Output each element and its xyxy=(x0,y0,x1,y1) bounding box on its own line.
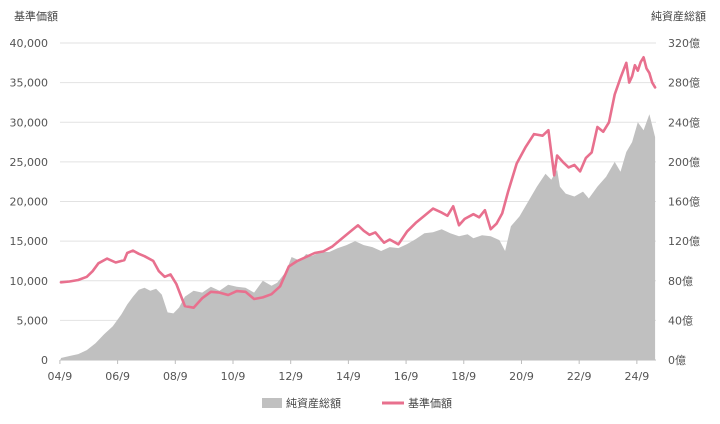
nav-line-layer xyxy=(59,56,657,309)
x-tick-label: 14/9 xyxy=(336,370,361,383)
right-tick-label: 200億 xyxy=(668,156,700,169)
left-axis-ticks: 0 5,000 10,000 15,000 20,000 25,000 30,000 35,0… xyxy=(10,37,49,367)
right-tick-label: 160億 xyxy=(668,196,700,209)
right-tick-label: 120億 xyxy=(668,235,700,248)
left-tick-label: 15,000 xyxy=(10,235,49,248)
left-tick-label: 40,000 xyxy=(10,37,49,50)
left-tick-label: 10,000 xyxy=(10,275,49,288)
left-tick-label: 35,000 xyxy=(10,77,49,90)
right-axis-title: 純資産総額 xyxy=(651,9,706,23)
legend: 純資産総額 基準価額 xyxy=(262,396,452,410)
x-tick-label: 12/9 xyxy=(278,370,303,383)
left-tick-label: 5,000 xyxy=(17,314,49,327)
right-tick-label: 320億 xyxy=(668,37,700,50)
legend-label-net-assets: 純資産総額 xyxy=(286,396,341,410)
left-tick-label: 0 xyxy=(41,354,48,367)
x-tick-label: 08/9 xyxy=(163,370,188,383)
right-tick-label: 280億 xyxy=(668,77,700,90)
right-tick-label: 80億 xyxy=(668,275,693,288)
left-axis-title: 基準価額 xyxy=(14,9,58,23)
legend-label-nav: 基準価額 xyxy=(408,396,452,410)
legend-swatch-net-assets xyxy=(262,398,282,408)
right-tick-label: 0億 xyxy=(668,354,686,367)
nav-line xyxy=(59,56,657,309)
right-tick-label: 40億 xyxy=(668,314,693,327)
x-tick-label: 18/9 xyxy=(451,370,476,383)
x-tick-label: 10/9 xyxy=(221,370,246,383)
x-tick-label: 16/9 xyxy=(394,370,419,383)
right-tick-label: 240億 xyxy=(668,116,700,129)
x-tick-label: 06/9 xyxy=(105,370,130,383)
x-tick-label: 24/9 xyxy=(625,370,650,383)
right-axis-ticks: 0億 40億 80億 120億 160億 200億 240億 280億 320億 xyxy=(668,37,700,367)
net-assets-area-layer xyxy=(60,114,656,360)
x-tick-label: 22/9 xyxy=(567,370,592,383)
x-axis-ticks: 04/9 06/9 08/9 10/9 12/9 14/9 16/9 18/9 20/9 22/9… xyxy=(48,360,650,383)
left-tick-label: 25,000 xyxy=(10,156,49,169)
x-tick-label: 04/9 xyxy=(48,370,73,383)
left-tick-label: 20,000 xyxy=(10,196,49,209)
x-tick-label: 20/9 xyxy=(509,370,534,383)
net-assets-area xyxy=(60,114,656,360)
left-tick-label: 30,000 xyxy=(10,116,49,129)
